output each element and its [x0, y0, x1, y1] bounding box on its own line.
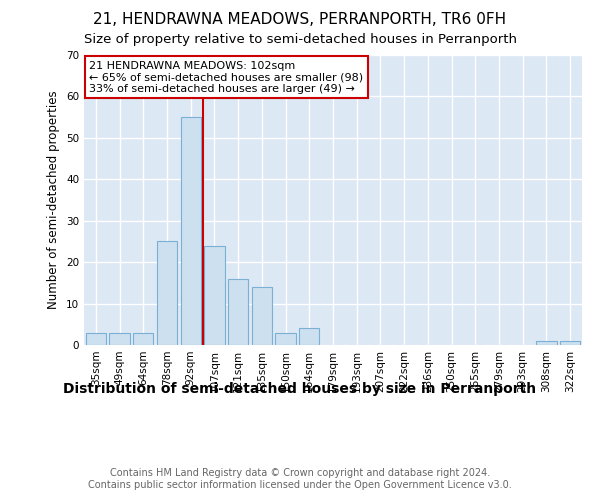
Bar — [536, 341, 557, 345]
Bar — [109, 332, 130, 345]
Text: Contains HM Land Registry data © Crown copyright and database right 2024.
Contai: Contains HM Land Registry data © Crown c… — [88, 468, 512, 490]
Bar — [252, 287, 272, 345]
Bar — [560, 341, 580, 345]
Bar — [228, 278, 248, 345]
Bar — [205, 246, 224, 345]
Text: Size of property relative to semi-detached houses in Perranporth: Size of property relative to semi-detach… — [83, 32, 517, 46]
Bar — [275, 332, 296, 345]
Y-axis label: Number of semi-detached properties: Number of semi-detached properties — [47, 90, 61, 310]
Bar — [181, 117, 201, 345]
Bar — [133, 332, 154, 345]
Bar — [86, 332, 106, 345]
Text: 21 HENDRAWNA MEADOWS: 102sqm
← 65% of semi-detached houses are smaller (98)
33% : 21 HENDRAWNA MEADOWS: 102sqm ← 65% of se… — [89, 61, 363, 94]
Text: 21, HENDRAWNA MEADOWS, PERRANPORTH, TR6 0FH: 21, HENDRAWNA MEADOWS, PERRANPORTH, TR6 … — [94, 12, 506, 28]
Bar — [299, 328, 319, 345]
Text: Distribution of semi-detached houses by size in Perranporth: Distribution of semi-detached houses by … — [64, 382, 536, 396]
Bar — [157, 242, 177, 345]
